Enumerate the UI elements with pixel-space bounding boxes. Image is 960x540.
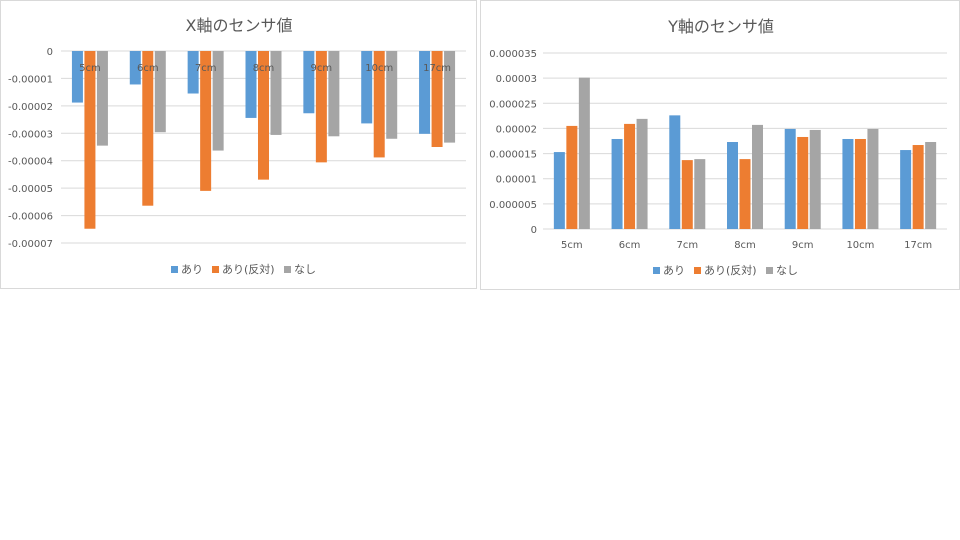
y-tick-label: 0.000025 (489, 99, 537, 110)
category-label: 6cm (137, 63, 159, 74)
category-label: 6cm (619, 240, 641, 251)
bar (797, 137, 808, 229)
y-tick-label: 0.00001 (496, 175, 537, 186)
category-label: 5cm (79, 63, 101, 74)
bar (142, 51, 153, 206)
category-label: 9cm (311, 63, 333, 74)
category-label: 17cm (423, 63, 451, 74)
bar (727, 142, 738, 229)
bar (72, 51, 83, 103)
bar (900, 150, 911, 229)
bar (361, 51, 372, 123)
y-tick-label: -0.00006 (8, 212, 53, 223)
legend-swatch (694, 267, 701, 274)
category-label: 7cm (195, 63, 217, 74)
bar (579, 78, 590, 229)
bar (855, 139, 866, 229)
legend-label: なし (776, 264, 798, 277)
y-tick-label: 0 (531, 225, 537, 236)
y-tick-label: 0.00002 (496, 124, 537, 135)
legend-swatch (212, 266, 219, 273)
y-tick-label: 0.000005 (489, 200, 537, 211)
y-tick-label: -0.00002 (8, 102, 53, 113)
x-axis-sensor-chart: X軸のセンサ値 0 -0.00001 -0.00002 -0.00003 -0.00004… (0, 0, 477, 289)
bar (740, 159, 751, 229)
bar (624, 124, 635, 229)
legend-swatch (766, 267, 773, 274)
legend-swatch (171, 266, 178, 273)
bar (810, 130, 821, 229)
category-label: 10cm (846, 240, 874, 251)
bar (842, 139, 853, 229)
x-axis-chart-svg: X軸のセンサ値 0 -0.00001 -0.00002 -0.00003 -0.00004… (1, 1, 478, 290)
y-tick-label: 0 (47, 47, 53, 58)
category-label: 8cm (734, 240, 756, 251)
bar (669, 115, 680, 229)
chart-title: Y軸のセンサ値 (667, 17, 774, 36)
bar (694, 159, 705, 229)
y-tick-label: -0.00007 (8, 239, 53, 250)
legend-swatch (653, 267, 660, 274)
legend-swatch (284, 266, 291, 273)
legend: あり あり(反対) なし (653, 263, 798, 277)
bar (752, 125, 763, 229)
legend-label: あり(反対) (222, 262, 275, 276)
legend-label: あり (181, 263, 203, 276)
category-label: 17cm (904, 240, 932, 251)
bar (913, 145, 924, 229)
legend: あり あり(反対) なし (171, 262, 316, 276)
category-label: 10cm (365, 63, 393, 74)
bar (682, 160, 693, 229)
bar (554, 152, 565, 229)
bar (867, 129, 878, 229)
bar (566, 126, 577, 229)
y-tick-label: 0.000035 (489, 49, 537, 60)
category-label: 7cm (676, 240, 698, 251)
y-axis-chart-svg: Y軸のセンサ値 0 0.000005 0.00001 0.000015 0.00002 0.… (481, 1, 960, 291)
y-tick-label: -0.00004 (8, 157, 53, 168)
y-axis-sensor-chart: Y軸のセンサ値 0 0.000005 0.00001 0.000015 0.00002 0.… (480, 0, 960, 290)
y-tick-label: 0.000015 (489, 150, 537, 161)
bar (637, 119, 648, 229)
category-label: 8cm (253, 63, 275, 74)
legend-label: なし (294, 263, 316, 276)
bar (785, 129, 796, 229)
legend-label: あり(反対) (704, 263, 757, 277)
y-tick-label: -0.00001 (8, 74, 53, 85)
chart-title: X軸のセンサ値 (186, 16, 293, 35)
category-label: 9cm (792, 240, 814, 251)
bar (84, 51, 95, 229)
category-label: 5cm (561, 240, 583, 251)
bar (246, 51, 257, 118)
legend-label: あり (663, 264, 685, 277)
y-tick-label: -0.00003 (8, 129, 53, 140)
bar (303, 51, 314, 113)
y-tick-label: -0.00005 (8, 184, 53, 195)
bar (925, 142, 936, 229)
y-tick-label: 0.00003 (496, 74, 537, 85)
bar (612, 139, 623, 229)
